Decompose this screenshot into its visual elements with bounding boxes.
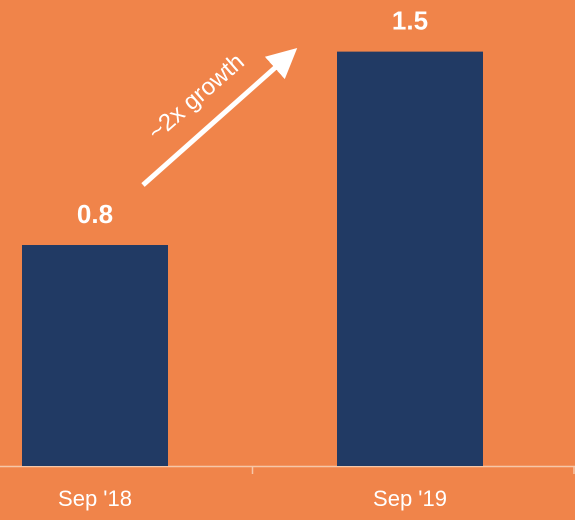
growth-arrow (141, 48, 298, 187)
value-label: 1.5 (392, 6, 428, 36)
value-label: 0.8 (77, 199, 113, 229)
x-tick-label: Sep '18 (58, 486, 132, 511)
bar (22, 245, 168, 466)
x-tick-label: Sep '19 (373, 486, 447, 511)
bar (337, 51, 483, 466)
